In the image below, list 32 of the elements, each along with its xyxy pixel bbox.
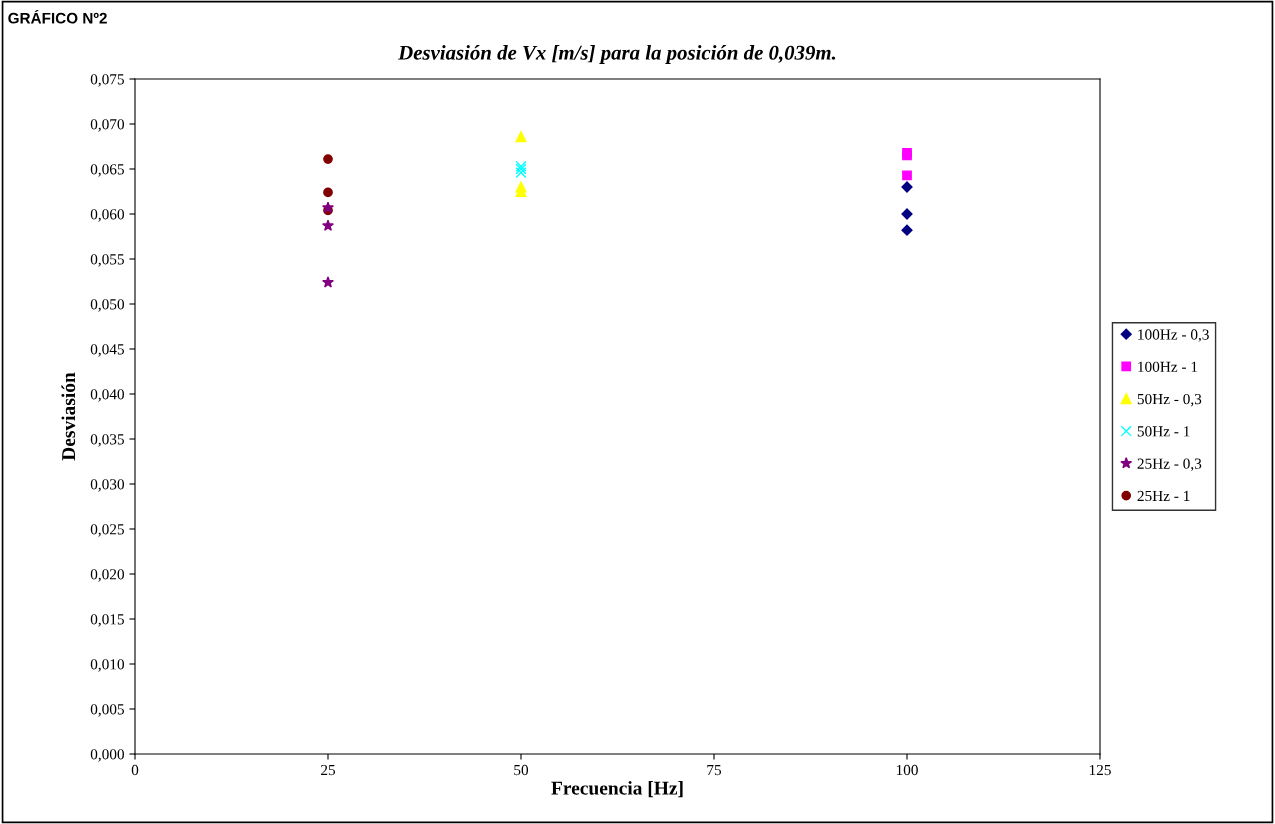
- y-tick-label: 0,045: [90, 344, 124, 357]
- y-tick-label: 0,000: [90, 749, 124, 762]
- x-tick-label: 50: [514, 764, 529, 776]
- x-tick-label: 0: [131, 764, 139, 776]
- x-tick-label: 75: [707, 765, 722, 776]
- legend-label: 100Hz - 1: [1138, 361, 1198, 372]
- chart-title: Desviasión de Vx [m/s] para la posición de 0,039m.: [398, 45, 836, 64]
- y-tick-label: 0,030: [90, 479, 124, 492]
- y-tick-label: 0,070: [90, 119, 124, 132]
- x-tick-label: 125: [1089, 764, 1111, 776]
- y-tick-label: 0,015: [90, 614, 124, 627]
- legend-label: 50Hz - 0,3: [1137, 393, 1202, 407]
- legend-label: 25Hz - 0,3: [1137, 458, 1202, 471]
- y-tick-label: 0,035: [90, 434, 124, 447]
- y-tick-label: 0,005: [90, 704, 124, 717]
- y-tick-label: 0,040: [90, 389, 124, 402]
- y-tick-label: 0,020: [90, 569, 124, 582]
- y-axis-title: Desviasión: [61, 372, 76, 461]
- y-tick-label: 0,010: [90, 659, 124, 672]
- legend-label: 50Hz - 1: [1137, 426, 1190, 437]
- y-tick-label: 0,050: [90, 299, 124, 312]
- y-tick-label: 0,025: [90, 524, 124, 537]
- legend-label: 100Hz - 0,3: [1138, 329, 1209, 342]
- x-tick-label: 25: [321, 764, 336, 776]
- x-axis-title: Frecuencia [Hz]: [551, 781, 683, 798]
- legend-label: 25Hz - 1: [1137, 490, 1190, 502]
- y-tick-label: 0,075: [90, 74, 124, 87]
- text: GRÁFICO Nº2: [8, 9, 107, 24]
- y-tick-label: 0,060: [90, 209, 124, 222]
- y-tick-label: 0,055: [90, 254, 124, 267]
- y-tick-label: 0,065: [90, 164, 124, 177]
- x-tick-label: 100: [896, 764, 918, 776]
